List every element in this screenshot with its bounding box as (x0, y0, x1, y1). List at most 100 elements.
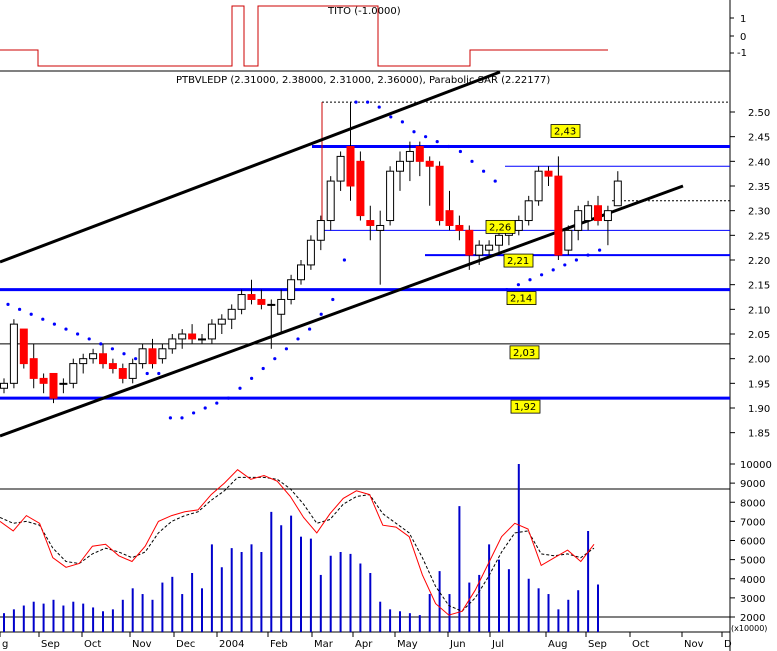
sar-dot (168, 416, 172, 420)
candle-body (346, 146, 355, 187)
candle-body (564, 229, 573, 251)
sar-dot (296, 337, 300, 341)
volume-tick-label: 8000 (740, 498, 765, 509)
sar-dot (6, 302, 10, 306)
sar-dot (447, 144, 451, 149)
x-tick-label: Nov (132, 639, 152, 650)
stochastic-k-line (0, 469, 595, 616)
candle-body (425, 160, 434, 167)
sar-dot (87, 337, 91, 341)
candle-body (485, 244, 494, 251)
sar-dot (435, 140, 439, 144)
volume-tick-label: 2000 (740, 613, 765, 624)
candle-body (247, 294, 256, 300)
volume-tick-label: 3000 (740, 594, 765, 605)
level-label-box (503, 253, 534, 268)
sar-dot (29, 312, 33, 316)
sar-dot (540, 273, 544, 277)
level-label-box (506, 291, 537, 306)
candle-body (69, 363, 78, 384)
sar-dot (226, 396, 230, 400)
candle-body (594, 205, 602, 222)
candle-body (158, 348, 167, 360)
sar-dot (110, 347, 114, 351)
stochastic-d-line (0, 476, 595, 612)
candle-body (386, 170, 395, 222)
candle-body (118, 368, 127, 379)
sar-dot (598, 248, 602, 252)
sar-dot (64, 327, 68, 331)
candle-body (455, 224, 464, 231)
sar-dot (528, 278, 532, 282)
volume-tick-label: 4000 (740, 575, 765, 586)
price-tick-label: 2.30 (748, 207, 770, 218)
candle-body (297, 264, 305, 281)
candle-body (168, 338, 177, 350)
parabolic-sar (6, 100, 602, 420)
sar-dot (563, 263, 567, 267)
level-label-box (485, 219, 516, 234)
level-labels: 2,43 2,26 2,21 2,14 2,03 1,92 (485, 124, 581, 414)
price-tick-label: 1.85 (748, 429, 770, 440)
volume-tick-label: 6000 (740, 537, 765, 548)
sar-dot (99, 342, 103, 346)
sar-dot (516, 283, 521, 287)
price-tick-label: 1.95 (748, 379, 770, 390)
candle-body (603, 210, 612, 222)
x-tick-label: Aug (548, 639, 568, 650)
sar-dot (122, 352, 126, 356)
candle-body (495, 234, 503, 246)
candle-body (59, 382, 68, 385)
sar-dot (134, 357, 138, 361)
sar-dot (76, 332, 80, 336)
x-axis: g Sep Oct Nov Dec 2004 Feb Mar Apr May Jun Jul Aug Se… (0, 632, 732, 650)
sar-dot (192, 411, 196, 415)
candle-body (376, 224, 385, 231)
candle-body (405, 150, 414, 162)
x-tick-label: Feb (270, 639, 288, 650)
candle-body (306, 239, 315, 266)
x-tick-label: Nov (684, 639, 704, 650)
price-tick-label: 1.90 (748, 404, 770, 415)
candle-body (465, 229, 474, 256)
sar-dot (354, 100, 358, 104)
candle-body (435, 165, 444, 222)
channel-lower-line (0, 184, 684, 438)
candle-body (574, 210, 583, 231)
candle-body (89, 353, 98, 360)
candle-body (534, 170, 543, 202)
candle-body (257, 298, 266, 305)
candle-body (99, 353, 107, 365)
price-tick-label: 2.05 (748, 330, 770, 341)
price-tick-label: 2.20 (748, 256, 770, 267)
candle-body (396, 160, 404, 172)
sar-dot (400, 120, 404, 124)
volume-tick-label: 10000 (740, 460, 772, 471)
x-tick-label: Dec (176, 639, 195, 650)
candle-body (0, 382, 8, 389)
candle-body (267, 303, 276, 306)
level-label-text: 2,26 (489, 222, 511, 233)
candle-body (49, 372, 58, 399)
candle-body (514, 220, 523, 231)
sar-dot (377, 105, 381, 109)
sar-dot (284, 347, 288, 351)
price-title: PTBVLEDP (2.31000, 2.38000, 2.31000, 2.3… (176, 75, 550, 86)
level-label-text: 2,14 (510, 294, 532, 305)
sar-dot (157, 371, 161, 376)
x-tick-label: Jul (491, 639, 504, 650)
sar-dot (308, 327, 312, 331)
x-tick-label: Mar (314, 639, 334, 650)
level-label-box (510, 399, 541, 414)
x-tick-label: Sep (41, 639, 60, 650)
volume-panel: 10000 9000 8000 7000 6000 5000 4000 3000 2000 (x… (0, 460, 772, 633)
x-tick-label: D (724, 639, 732, 650)
candle-body (29, 358, 38, 379)
level-label-text: 2,21 (507, 256, 529, 267)
sar-dot (215, 401, 219, 405)
sar-dot (319, 312, 323, 316)
candle-body (287, 279, 296, 300)
candle-body (326, 180, 335, 222)
candle-body (316, 220, 325, 241)
